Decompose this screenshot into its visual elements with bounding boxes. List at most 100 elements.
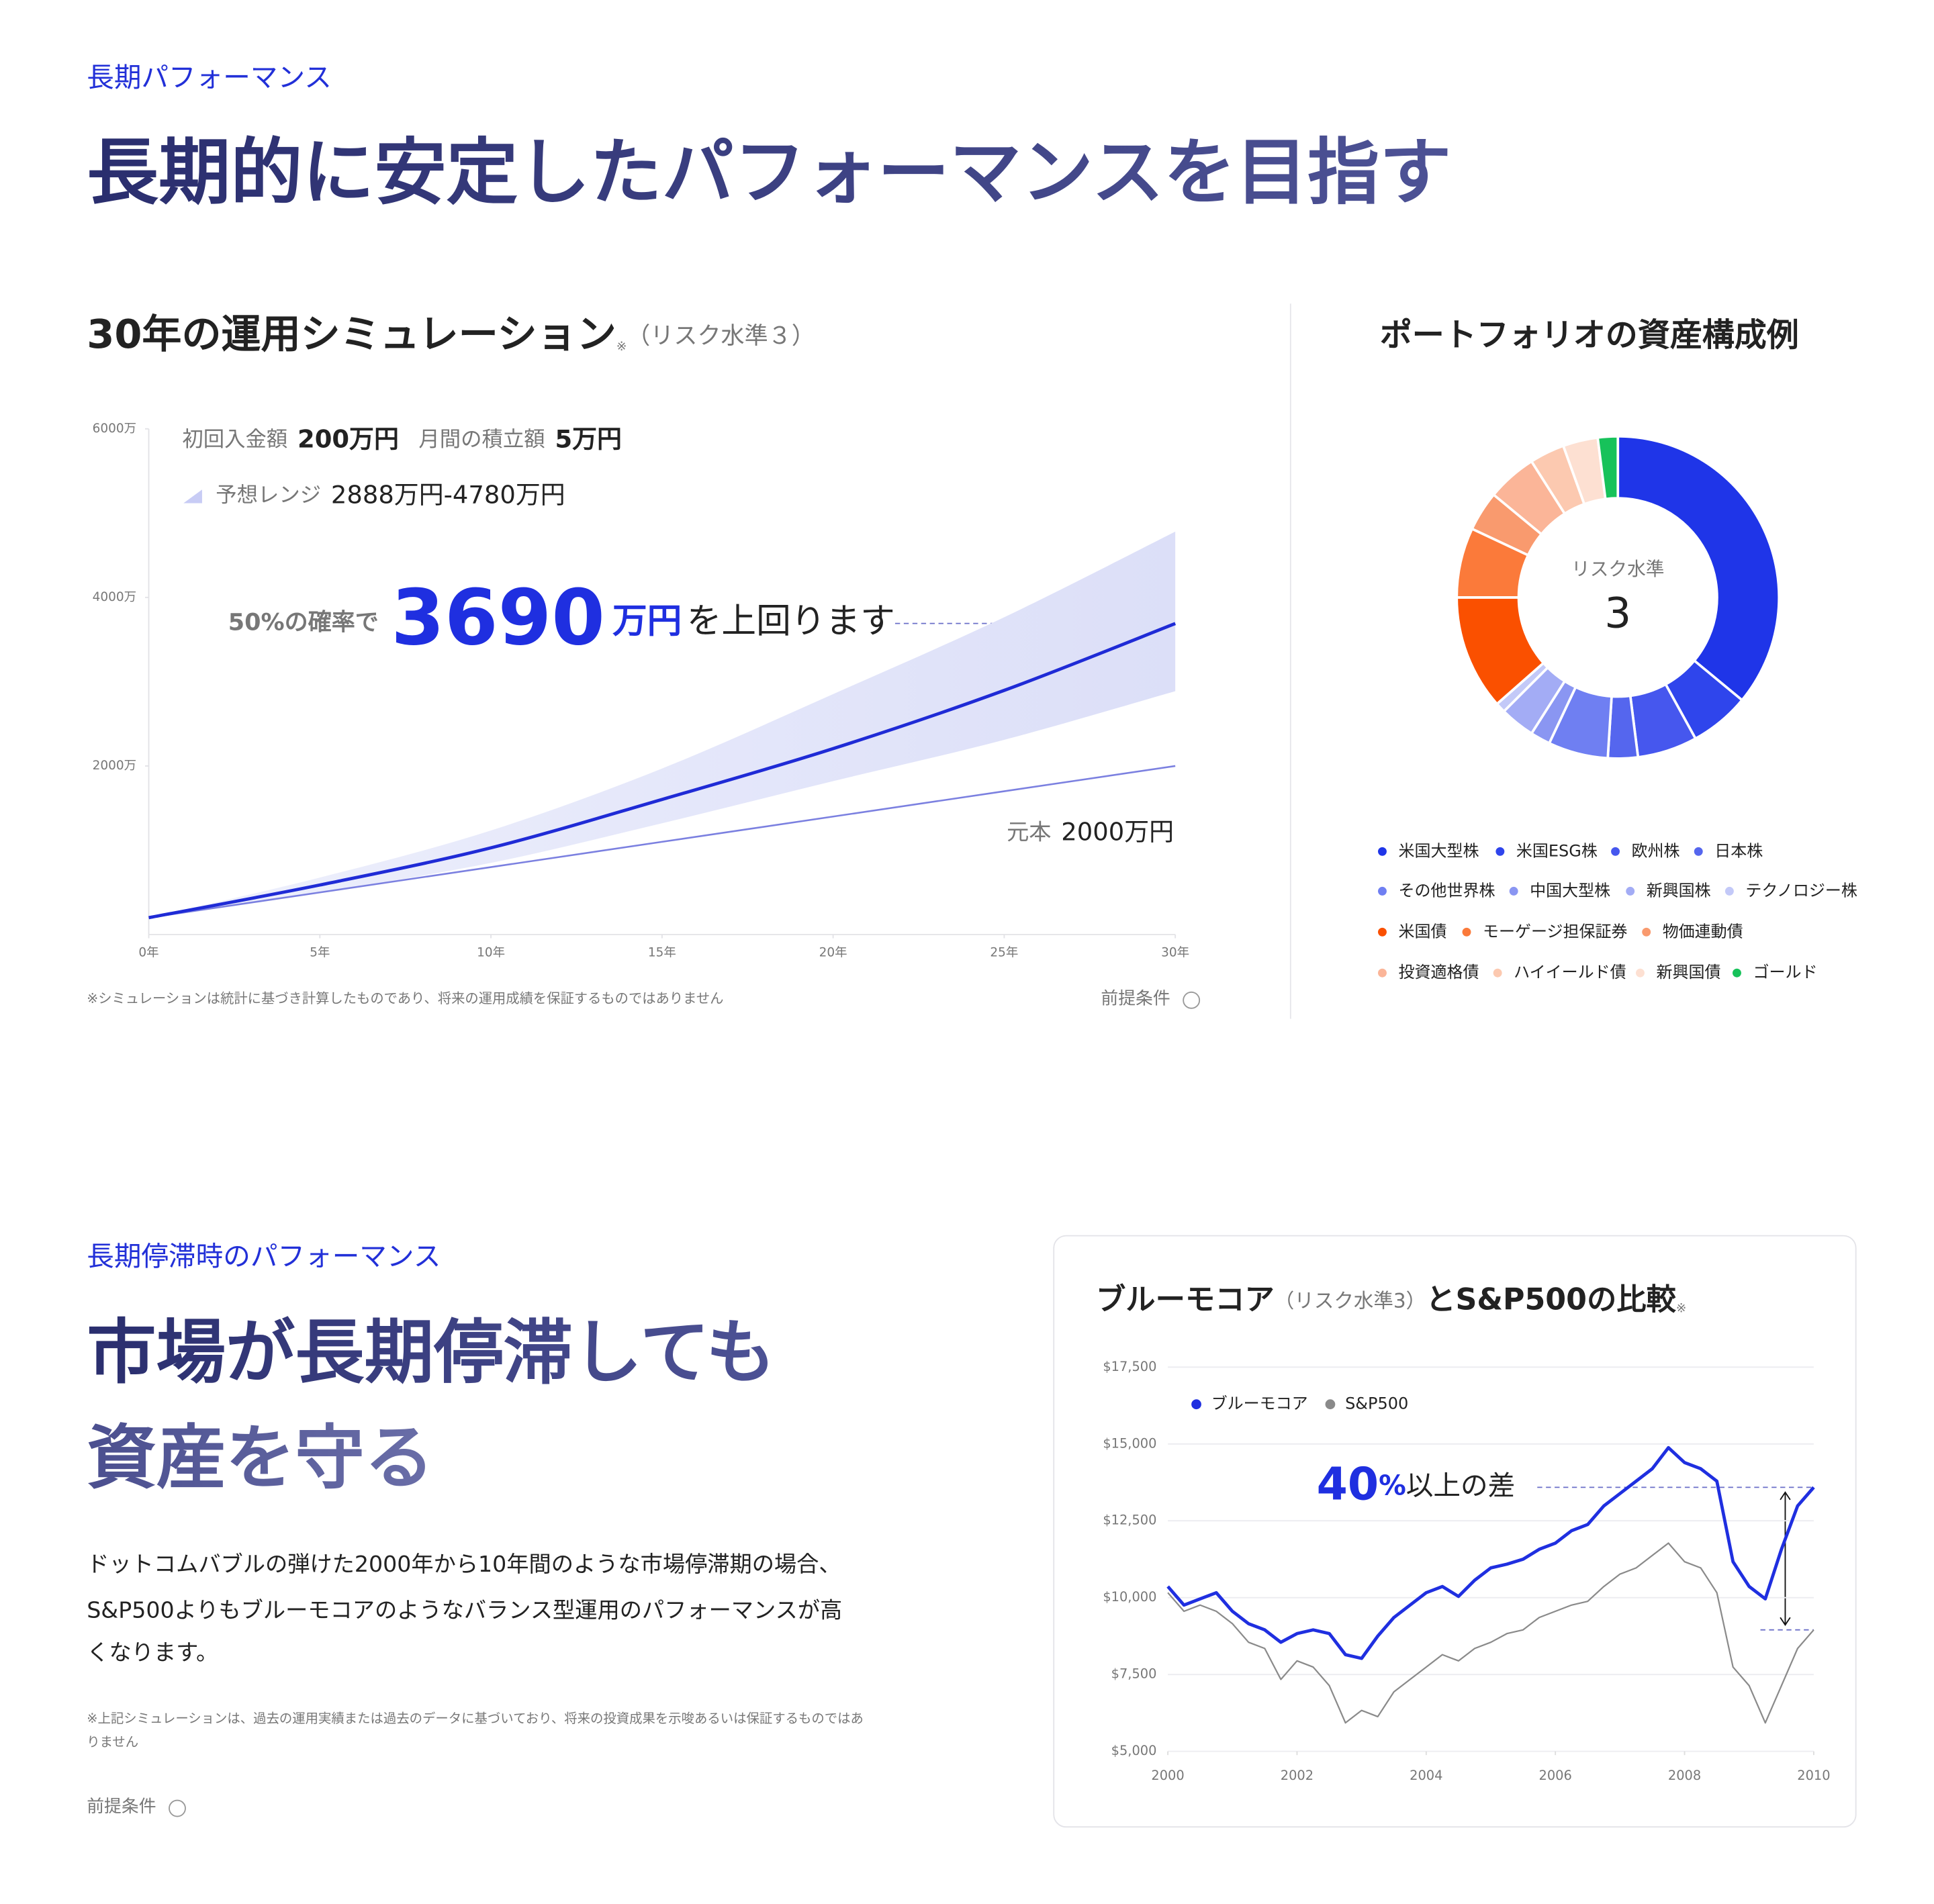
legend-swatch [1462,927,1471,937]
conditions-link[interactable]: 前提条件 [87,1797,156,1817]
x-tick-label: 10年 [477,946,505,960]
body-text: ドットコムバブルの弾けた2000年から10年間のような市場停滞期の場合、 [87,1551,841,1577]
gap-arrow-head [1780,1491,1791,1501]
legend-swatch [1495,847,1505,856]
value: 2000万円 [1061,817,1174,846]
legend-label: 予想レンジ [216,483,321,507]
gap-arrow-head [1780,1617,1791,1626]
subtitle: （リスク水準３） [627,322,815,350]
legend-label: ハイイールド債 [1514,963,1626,982]
x-tick-label: 2006 [1539,1768,1572,1783]
callout: 50%の確率で 3690 万円 を上回ります [228,573,895,663]
chart-title: ポートフォリオの資産構成例 [1380,316,1799,354]
y-tick-label: $15,000 [1103,1435,1156,1451]
chart-card [1053,1235,1857,1828]
principal-line [148,765,1176,919]
legend-swatch [1191,1399,1201,1410]
annotation-text: 以上の差 [1406,1469,1515,1501]
y-tick-label: 4000万 [93,590,136,604]
range-summary: 予想レンジ 2888万円-4780万円 [216,480,565,509]
annotation-unit: % [1379,1469,1406,1501]
donut-segment [1616,434,1781,702]
legend-swatch [1642,927,1651,937]
chart-title: 30年の運用シミュレーション※（リスク水準３） [87,311,815,357]
legend-swatch [1493,968,1502,978]
legend-swatch [1378,968,1387,978]
legend-swatch [1378,847,1387,856]
series-line [1167,1542,1814,1724]
callout-suffix: を上回ります [687,602,895,642]
median-line [148,622,1177,920]
legend-label: ブルーモコア [1211,1394,1308,1413]
legend-swatch [1378,927,1387,937]
label: 月間の積立額 [418,427,545,451]
legend-swatch [1378,886,1387,896]
legend-label: 欧州株 [1632,841,1680,860]
section-heading: 市場が長期停滞しても [87,1313,775,1393]
value: 5万円 [555,424,622,453]
legend-label: 日本株 [1714,841,1763,860]
legend-label: 投資適格債 [1398,963,1479,982]
x-tick-label: 2002 [1281,1768,1314,1783]
callout-prefix: 50%の確率で [228,609,379,636]
note: りません [87,1734,138,1750]
label: 初回入金額 [182,427,287,451]
footnote: ※シミュレーションは統計に基づき計算したものであり、将来の運用成績を保証するもの… [87,990,723,1006]
x-tick-label: 2000 [1151,1768,1184,1783]
legend-label: その他世界株 [1398,881,1495,900]
x-tick-label: 2010 [1797,1768,1830,1783]
legend-swatch [1636,968,1645,978]
chart-title: ブルーモコア（リスク水準3）とS&P500の比較※ [1096,1282,1686,1317]
y-tick-label: $10,000 [1103,1589,1156,1605]
x-tick-label: 5年 [310,946,330,960]
x-tick-label: 2004 [1410,1768,1442,1783]
legend-label: テクノロジー株 [1745,881,1857,900]
x-tick-label: 20年 [819,946,847,960]
value: 200万円 [297,424,399,453]
value: 2888万円-4780万円 [331,480,565,509]
x-tick-label: 25年 [990,946,1018,960]
help-icon[interactable] [169,1799,186,1817]
legend-label: S&P500 [1345,1394,1408,1413]
legend-label: 新興国債 [1656,963,1720,982]
legend-swatch [1325,1399,1336,1410]
title-suffix: とS&P500の比較 [1426,1282,1676,1317]
y-tick-label: $7,500 [1111,1666,1157,1682]
legend-swatch [1733,968,1741,978]
y-tick-label: $12,500 [1103,1513,1156,1528]
legend-label: 米国大型株 [1398,841,1479,860]
legend-label: 中国大型株 [1530,881,1610,900]
range-band [148,531,1176,918]
subtitle: （リスク水準3） [1275,1289,1426,1312]
legend-swatch [1611,847,1620,856]
y-tick-label: 6000万 [93,422,136,436]
annotation: 40%以上の差 [1317,1458,1516,1510]
title-note: ※ [616,340,627,354]
x-tick-label: 30年 [1161,946,1189,960]
center-label: リスク水準 [1571,558,1664,580]
input-summary: 初回入金額 200万円 月間の積立額 5万円 [182,424,622,453]
series-line [1166,1445,1815,1660]
legend-swatch [1694,847,1703,856]
callout-unit: 万円 [612,602,682,642]
legend-label: 新興国株 [1647,881,1711,900]
body-text: くなります。 [87,1639,218,1665]
section-heading: 資産を守る [87,1418,434,1498]
section-label: 長期停滞時のパフォーマンス [87,1240,441,1272]
conditions-link[interactable]: 前提条件 [1101,989,1170,1009]
legend-swatch [1626,886,1635,896]
y-tick-label: $5,000 [1111,1743,1157,1758]
x-tick-label: 2008 [1668,1768,1701,1783]
help-icon[interactable] [1183,991,1201,1009]
center-value: 3 [1604,589,1631,638]
section-heading: 長期的に安定したパフォーマンスを目指す [87,131,1451,214]
title: ブルーモコア [1096,1282,1275,1317]
principal-label: 元本 2000万円 [1007,817,1174,846]
body-text: S&P500よりもブルーモコアのようなバランス型運用のパフォーマンスが高 [87,1597,842,1623]
legend-label: 米国債 [1398,922,1446,941]
donut-segment [1596,434,1620,501]
section-label: 長期パフォーマンス [87,61,332,93]
legend-swatch [1509,886,1518,896]
